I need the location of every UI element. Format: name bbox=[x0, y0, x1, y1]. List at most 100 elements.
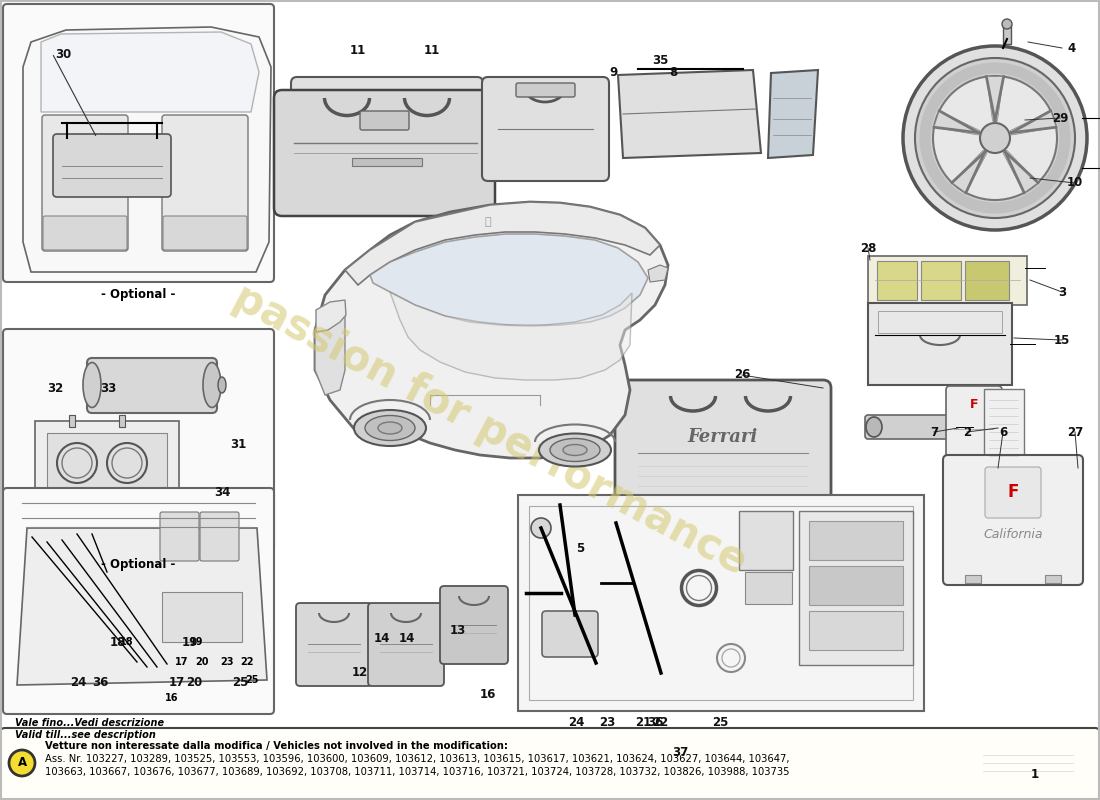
Ellipse shape bbox=[550, 438, 600, 462]
Bar bbox=[162, 592, 242, 642]
FancyBboxPatch shape bbox=[440, 586, 508, 664]
Text: 34: 34 bbox=[213, 486, 230, 499]
Text: 32: 32 bbox=[47, 382, 63, 394]
Polygon shape bbox=[316, 300, 346, 332]
FancyBboxPatch shape bbox=[808, 521, 903, 560]
Text: F: F bbox=[970, 398, 978, 411]
FancyBboxPatch shape bbox=[877, 261, 917, 300]
Text: 26: 26 bbox=[734, 369, 750, 382]
Text: 103663, 103667, 103676, 103677, 103689, 103692, 103708, 103711, 103714, 103716, : 103663, 103667, 103676, 103677, 103689, … bbox=[45, 767, 790, 777]
Bar bbox=[1003, 24, 1011, 44]
Text: 30: 30 bbox=[55, 49, 72, 62]
FancyBboxPatch shape bbox=[868, 256, 1027, 305]
FancyBboxPatch shape bbox=[3, 4, 274, 282]
Bar bbox=[183, 503, 191, 521]
FancyBboxPatch shape bbox=[292, 77, 483, 194]
Text: - Optional -: - Optional - bbox=[101, 288, 176, 301]
Circle shape bbox=[1002, 19, 1012, 29]
Ellipse shape bbox=[204, 362, 221, 407]
Circle shape bbox=[903, 46, 1087, 230]
Polygon shape bbox=[1010, 111, 1056, 135]
FancyBboxPatch shape bbox=[516, 83, 575, 97]
Text: - Optional -: - Optional - bbox=[101, 558, 176, 571]
Polygon shape bbox=[315, 315, 345, 395]
Polygon shape bbox=[952, 150, 987, 193]
FancyBboxPatch shape bbox=[984, 467, 1041, 518]
Polygon shape bbox=[345, 202, 660, 285]
Text: 6: 6 bbox=[999, 426, 1008, 438]
Bar bbox=[529, 506, 913, 700]
Text: 25: 25 bbox=[712, 717, 728, 730]
Polygon shape bbox=[315, 202, 668, 458]
Text: 14: 14 bbox=[399, 631, 415, 645]
Polygon shape bbox=[618, 70, 761, 158]
Text: 16: 16 bbox=[480, 687, 496, 701]
Text: 21: 21 bbox=[635, 717, 651, 730]
FancyBboxPatch shape bbox=[943, 455, 1084, 585]
FancyBboxPatch shape bbox=[745, 572, 792, 604]
Polygon shape bbox=[41, 32, 258, 112]
Text: passion for performance: passion for performance bbox=[227, 276, 754, 584]
Text: 17: 17 bbox=[169, 675, 185, 689]
Text: 9: 9 bbox=[609, 66, 617, 78]
Circle shape bbox=[531, 518, 551, 538]
Text: 15: 15 bbox=[1054, 334, 1070, 346]
Text: 23: 23 bbox=[220, 657, 233, 667]
FancyBboxPatch shape bbox=[43, 216, 126, 250]
FancyBboxPatch shape bbox=[739, 511, 793, 570]
Bar bbox=[352, 158, 422, 166]
Ellipse shape bbox=[82, 362, 101, 407]
Text: 22: 22 bbox=[240, 657, 254, 667]
Text: 7: 7 bbox=[930, 426, 938, 438]
FancyBboxPatch shape bbox=[921, 261, 961, 300]
FancyBboxPatch shape bbox=[200, 512, 239, 561]
Text: 35: 35 bbox=[652, 54, 668, 66]
Text: 33: 33 bbox=[100, 382, 117, 394]
Text: 11: 11 bbox=[424, 43, 440, 57]
Ellipse shape bbox=[218, 377, 226, 393]
Text: 24: 24 bbox=[568, 717, 584, 730]
FancyBboxPatch shape bbox=[162, 115, 248, 251]
Polygon shape bbox=[768, 70, 818, 158]
Text: California: California bbox=[983, 529, 1043, 542]
FancyBboxPatch shape bbox=[542, 611, 598, 657]
Polygon shape bbox=[934, 111, 980, 135]
Text: 10: 10 bbox=[1067, 177, 1084, 190]
Text: 25: 25 bbox=[232, 675, 249, 689]
Text: 8: 8 bbox=[669, 66, 678, 78]
Ellipse shape bbox=[354, 410, 426, 446]
Text: 19: 19 bbox=[190, 637, 204, 647]
FancyBboxPatch shape bbox=[42, 115, 128, 251]
Text: 11: 11 bbox=[350, 43, 366, 57]
Text: A: A bbox=[18, 757, 26, 770]
Text: Valid till...see description: Valid till...see description bbox=[15, 730, 156, 740]
Ellipse shape bbox=[365, 415, 415, 441]
Text: 29: 29 bbox=[1052, 111, 1068, 125]
FancyBboxPatch shape bbox=[984, 389, 1024, 469]
Text: 17: 17 bbox=[175, 657, 189, 667]
Text: 36: 36 bbox=[647, 717, 663, 730]
Polygon shape bbox=[390, 292, 632, 380]
FancyBboxPatch shape bbox=[808, 566, 903, 605]
FancyBboxPatch shape bbox=[163, 216, 248, 250]
FancyBboxPatch shape bbox=[808, 611, 903, 650]
Text: 20: 20 bbox=[196, 657, 209, 667]
Text: 18: 18 bbox=[110, 637, 126, 650]
Ellipse shape bbox=[539, 434, 610, 466]
Text: 1: 1 bbox=[1031, 769, 1040, 782]
Text: 19: 19 bbox=[182, 637, 198, 650]
FancyBboxPatch shape bbox=[296, 603, 372, 686]
Bar bbox=[119, 415, 125, 427]
Polygon shape bbox=[648, 265, 668, 282]
FancyBboxPatch shape bbox=[35, 421, 179, 505]
Circle shape bbox=[933, 76, 1057, 200]
FancyBboxPatch shape bbox=[3, 488, 274, 714]
FancyBboxPatch shape bbox=[368, 603, 444, 686]
Bar bbox=[965, 575, 981, 583]
FancyBboxPatch shape bbox=[976, 743, 1080, 785]
Text: 20: 20 bbox=[186, 675, 202, 689]
FancyBboxPatch shape bbox=[0, 728, 1100, 800]
Ellipse shape bbox=[563, 445, 587, 455]
Text: Ass. Nr. 103227, 103289, 103525, 103553, 103596, 103600, 103609, 103612, 103613,: Ass. Nr. 103227, 103289, 103525, 103553,… bbox=[45, 754, 790, 764]
Bar bbox=[1045, 575, 1062, 583]
